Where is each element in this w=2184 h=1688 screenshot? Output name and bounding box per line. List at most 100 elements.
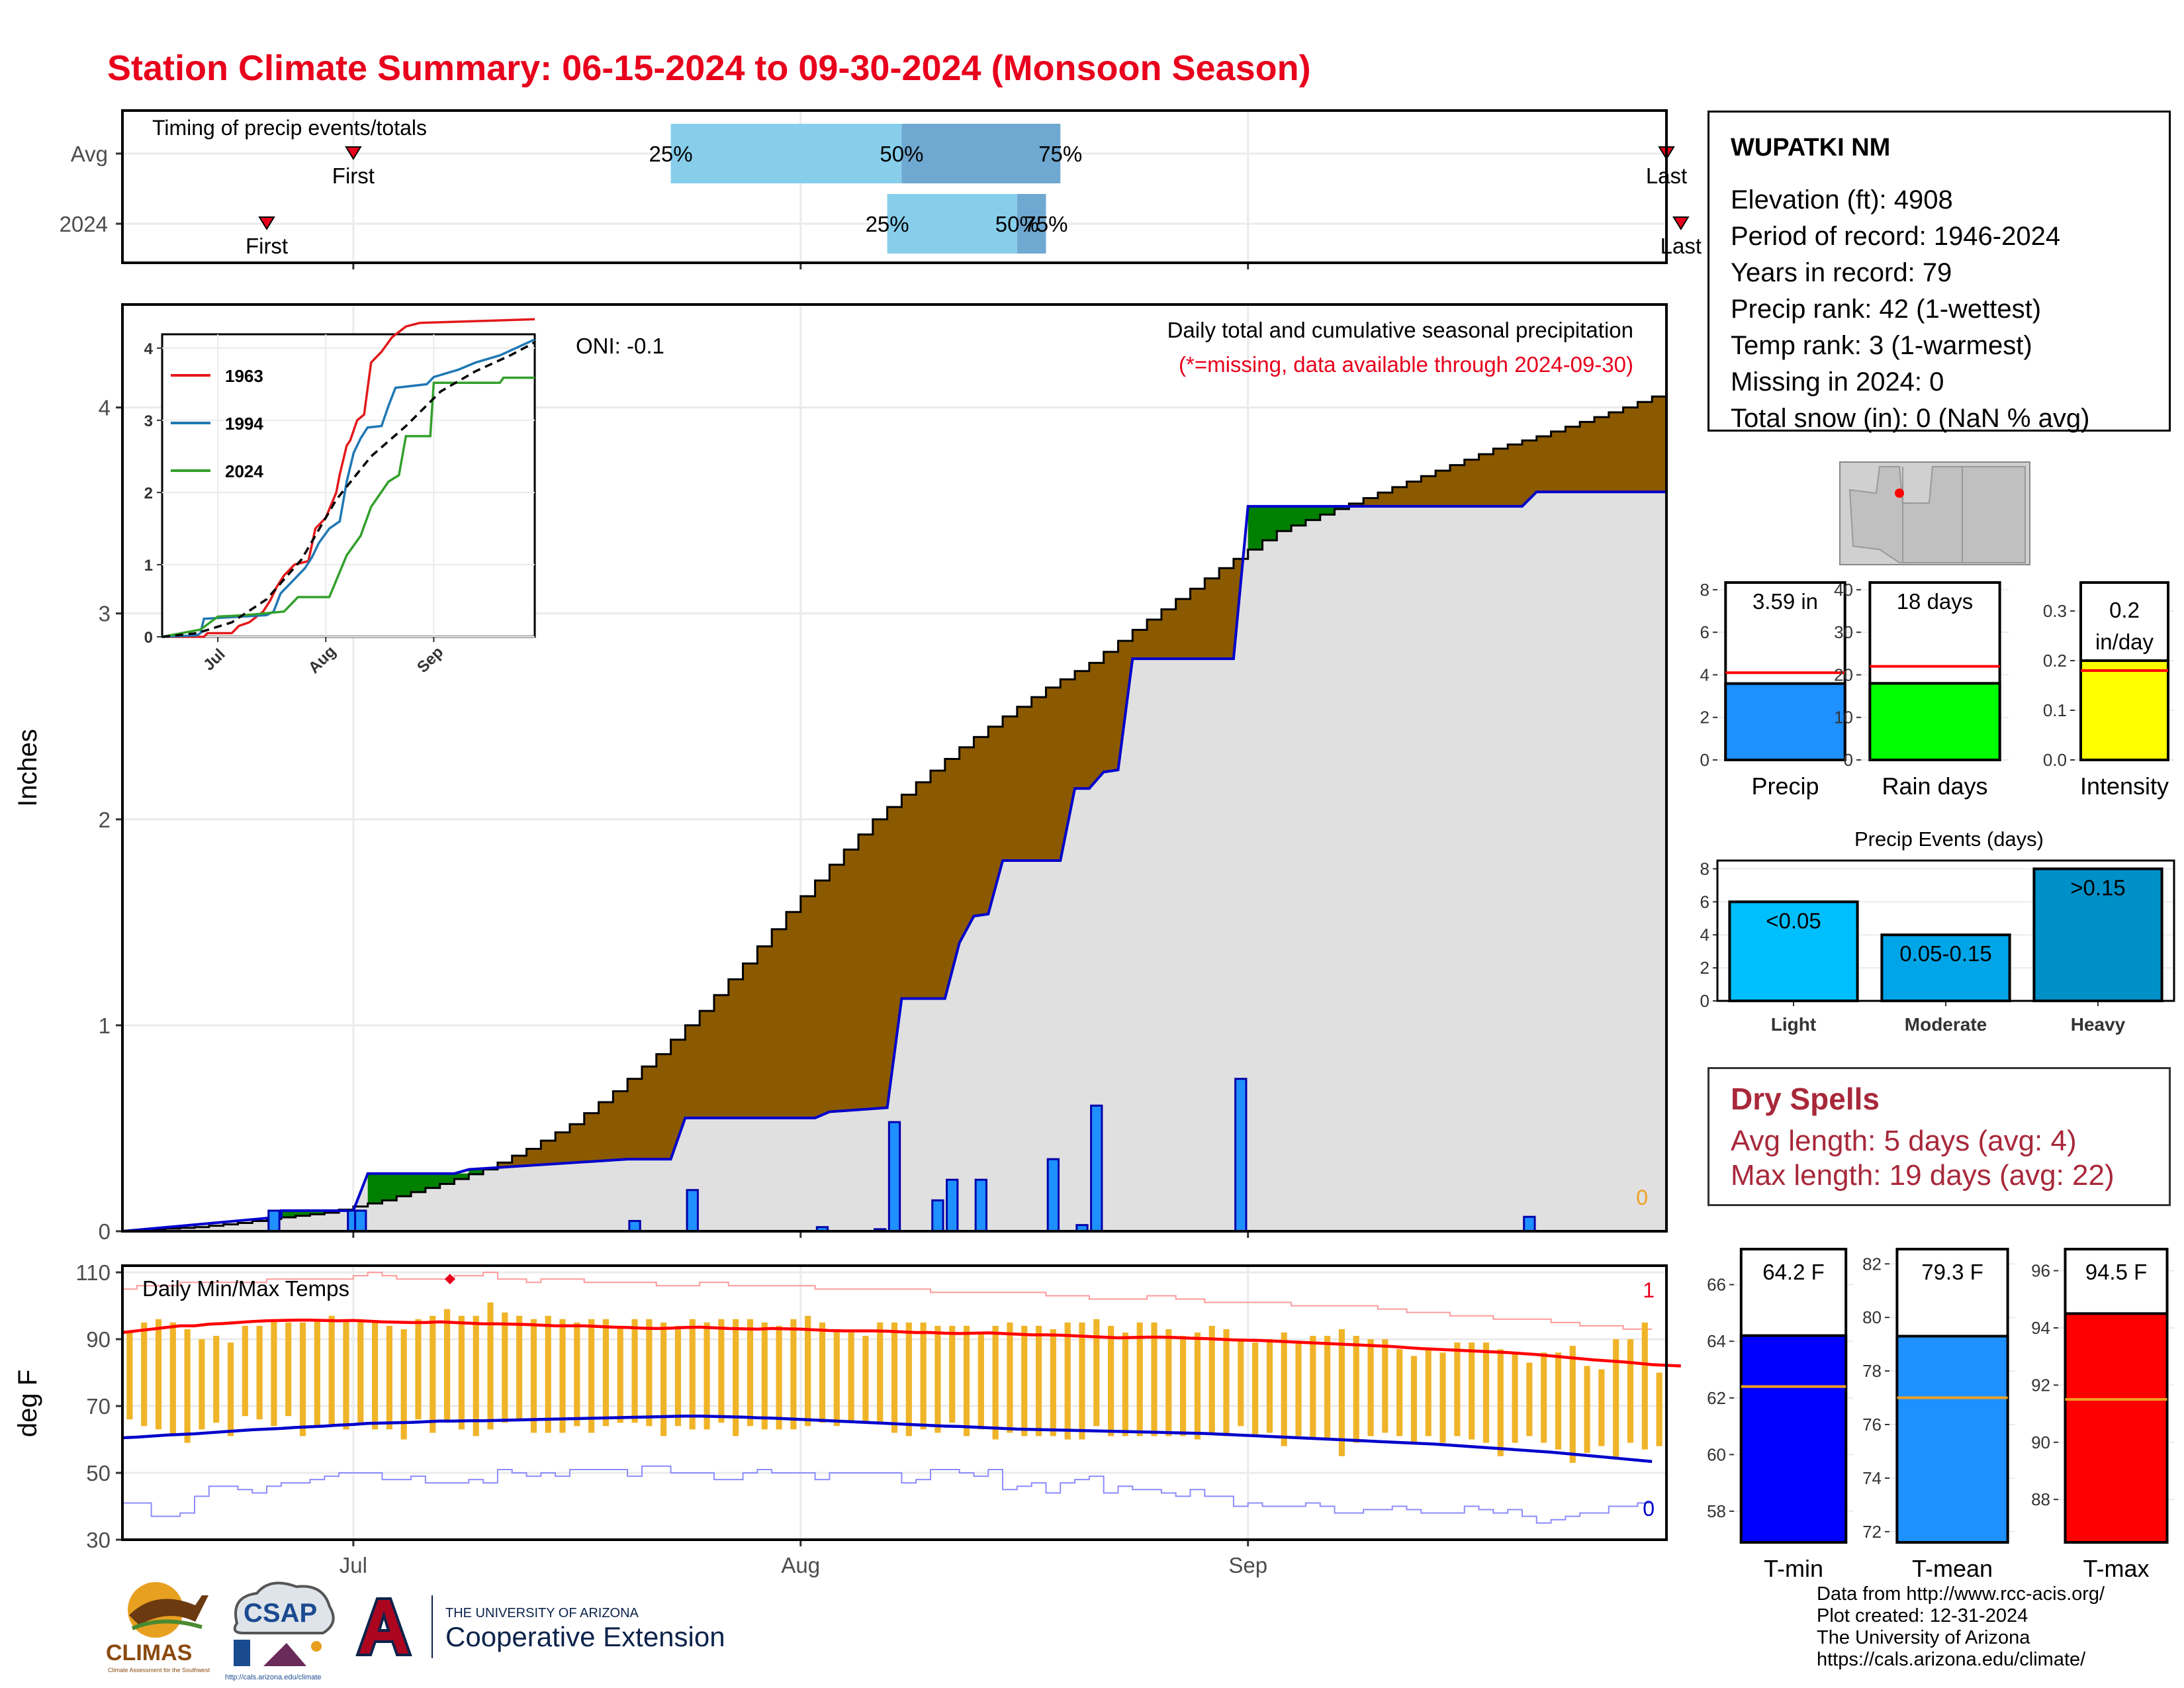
- daily-temp-bar: [227, 1342, 234, 1436]
- mini-bar-label: 3.59 in: [1752, 589, 1818, 614]
- mini-bar-value: [1724, 682, 1846, 762]
- daily-temp-bar: [502, 1312, 508, 1423]
- station-years: Years in record: 79: [1731, 258, 1952, 287]
- daily-temp-bar: [1410, 1356, 1418, 1443]
- event-bar-label: <0.05: [1766, 908, 1821, 933]
- events-x-tick-label: Moderate: [1905, 1014, 1987, 1035]
- daily-temp-bar: [747, 1319, 754, 1427]
- daily-temp-bar: [1194, 1332, 1201, 1440]
- inset-y-tick-label: 2: [144, 485, 153, 502]
- daily-temp-bar: [631, 1319, 638, 1423]
- mini-y-tick-label: 90: [2031, 1432, 2050, 1452]
- daily-temp-bar: [314, 1319, 320, 1427]
- daily-temp-bar: [1555, 1352, 1562, 1450]
- surplus-area: [1334, 506, 1349, 510]
- deficit-area: [1161, 609, 1177, 659]
- deficit-area: [1608, 412, 1624, 492]
- daily-temp-bar: [1454, 1342, 1461, 1436]
- timing-bar-25-50: [670, 124, 902, 183]
- daily-temp-bar: [1382, 1339, 1388, 1433]
- daily-temp-bar: [920, 1322, 927, 1430]
- station-missing: Missing in 2024: 0: [1731, 367, 1944, 397]
- dry-spells-avg: Avg length: 5 days (avg: 4): [1731, 1125, 2077, 1157]
- surplus-area: [1248, 506, 1263, 550]
- deficit-area: [1652, 396, 1667, 492]
- timing-bar-50-75: [1017, 194, 1046, 254]
- daily-temp-bar: [1281, 1332, 1287, 1446]
- y-tick-label: 0: [99, 1219, 111, 1244]
- daily-temp-bar: [1122, 1332, 1128, 1436]
- deficit-area: [959, 747, 974, 943]
- page-title: Station Climate Summary: 06-15-2024 to 0…: [107, 48, 1311, 88]
- mini-y-tick-label: 82: [1862, 1254, 1882, 1274]
- daily-temp-bar: [574, 1322, 580, 1427]
- daily-temp-bar: [891, 1322, 898, 1433]
- inset-legend-label: 2024: [225, 461, 263, 481]
- deficit-area: [1406, 481, 1422, 506]
- mini-y-tick-label: 40: [1834, 580, 1853, 600]
- mini-bar-value: [1868, 682, 2001, 762]
- footer-line: The University of Arizona: [1817, 1627, 2030, 1648]
- daily-temp-bar: [934, 1325, 941, 1433]
- mini-y-tick-label: 76: [1862, 1415, 1882, 1434]
- daily-temp-bar: [1627, 1339, 1634, 1443]
- event-bar-label: >0.15: [2070, 875, 2126, 900]
- temp-x-tick-label: Sep: [1228, 1553, 1267, 1577]
- daily-temp-bar: [271, 1319, 277, 1427]
- deficit-area: [757, 946, 772, 1118]
- daily-temp-bar: [458, 1315, 465, 1430]
- daily-temp-bar: [1179, 1336, 1187, 1436]
- daily-temp-bar: [905, 1322, 912, 1436]
- daily-temp-bar: [1064, 1322, 1071, 1440]
- deficit-area: [974, 737, 989, 916]
- deficit-area: [1377, 492, 1393, 506]
- temp-y-tick-label: 110: [75, 1260, 111, 1285]
- mini-bar-label: 0.2: [2109, 598, 2140, 622]
- deficit-area: [1580, 422, 1595, 492]
- daily-temp-bar: [963, 1325, 970, 1436]
- deficit-area: [1536, 436, 1552, 492]
- events-y-tick-label: 6: [1700, 892, 1709, 912]
- deficit-area: [829, 865, 844, 1112]
- surplus-area: [454, 1173, 469, 1180]
- temp-y-tick-label: 70: [86, 1394, 111, 1419]
- daily-temp-bar: [1482, 1342, 1490, 1443]
- daily-temp-bar: [1353, 1336, 1359, 1443]
- daily-temp-bar: [1497, 1349, 1504, 1456]
- daily-temp-bar: [1238, 1339, 1244, 1427]
- daily-temp-bar: [1469, 1342, 1475, 1440]
- daily-temp-bar: [1310, 1336, 1316, 1440]
- daily-temp-bar: [1107, 1325, 1115, 1436]
- mini-y-tick-label: 0.1: [2043, 700, 2067, 720]
- daily-temp-bar: [1569, 1346, 1576, 1463]
- daily-temp-bar: [646, 1319, 653, 1427]
- daily-temp-bar: [1598, 1369, 1605, 1446]
- daily-temp-bar: [1541, 1352, 1547, 1443]
- temp-y-tick-label: 90: [86, 1327, 111, 1352]
- daily-temp-bar: [819, 1322, 826, 1423]
- timing-p25-label: 25%: [649, 142, 693, 166]
- surplus-area: [310, 1210, 325, 1215]
- observed-area-fill: [122, 492, 1666, 1231]
- footer-line: Plot created: 12-31-2024: [1817, 1605, 2028, 1626]
- station-info-box: WUPATKI NM Elevation (ft): 4908 Period o…: [1707, 111, 2171, 433]
- daily-temp-bar: [1526, 1362, 1533, 1436]
- daily-temp-bar: [328, 1315, 335, 1427]
- daily-temp-bar: [877, 1322, 884, 1423]
- timing-row-label: Avg: [71, 142, 108, 166]
- deficit-area: [1449, 465, 1465, 506]
- timing-bar-50-75: [901, 124, 1061, 183]
- mini-y-tick-label: 4: [1700, 665, 1709, 684]
- daily-temp-bar: [617, 1325, 623, 1423]
- timing-last-marker: [1672, 216, 1690, 230]
- daily-temp-bar: [400, 1329, 407, 1440]
- ua-logo-small-text: THE UNIVERSITY OF ARIZONA: [445, 1606, 639, 1620]
- deficit-area: [916, 782, 931, 999]
- deficit-area: [1017, 706, 1032, 861]
- deficit-area: [1103, 651, 1118, 773]
- footer-credits: Data from http://www.rcc-acis.org/ Plot …: [1817, 1583, 2105, 1671]
- temp-avg-max-line: [122, 1319, 1681, 1368]
- mini-y-tick-label: 0: [1700, 750, 1709, 770]
- mini-y-tick-label: 62: [1707, 1388, 1726, 1408]
- surplus-area: [396, 1173, 412, 1197]
